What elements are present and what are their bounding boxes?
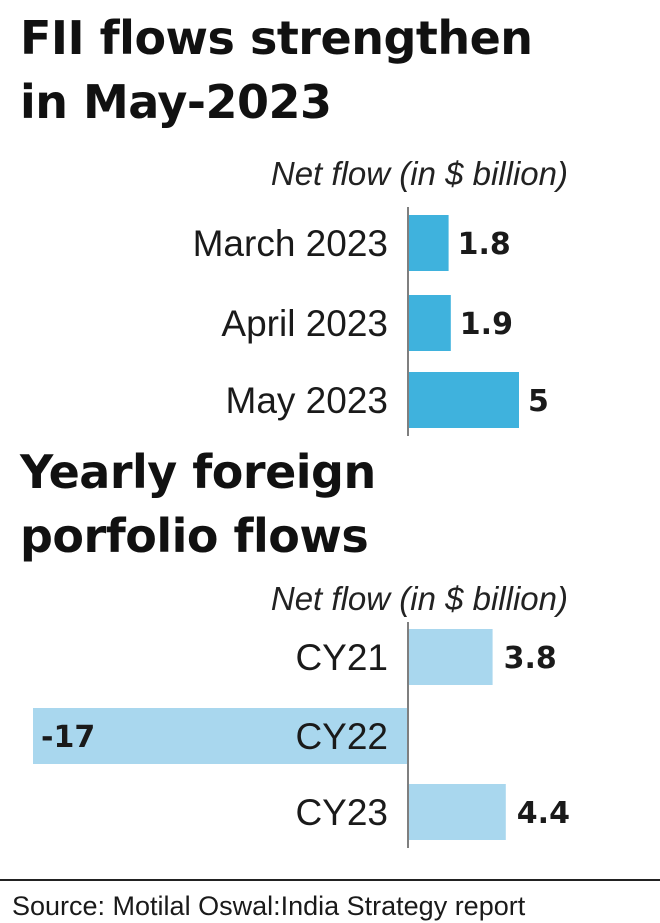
chart1-bar bbox=[409, 215, 449, 271]
chart1-category-label: April 2023 bbox=[221, 303, 388, 344]
chart2-category-label: CY23 bbox=[295, 792, 388, 833]
chart2-plot: CY21 3.8 CY22 -17 CY23 4.4 bbox=[33, 622, 570, 848]
chart2-subtitle: Net flow (in $ billion) bbox=[271, 580, 568, 617]
chart1-title-line1: FII flows strengthen bbox=[20, 11, 533, 65]
chart2-bar bbox=[409, 784, 506, 840]
chart2-value-label: 4.4 bbox=[517, 796, 570, 831]
source-text: Source: Motilal Oswal:India Strategy rep… bbox=[12, 891, 526, 921]
chart1-category-label: March 2023 bbox=[193, 223, 388, 264]
chart2-title-line2: porfolio flows bbox=[20, 509, 368, 563]
chart2-category-label: CY21 bbox=[295, 637, 388, 678]
chart1-value-label: 5 bbox=[528, 384, 549, 419]
chart1-title-line2: in May-2023 bbox=[20, 75, 332, 129]
chart2-bar bbox=[33, 708, 407, 764]
chart1-bar bbox=[409, 372, 519, 428]
chart1-value-label: 1.8 bbox=[458, 227, 511, 262]
chart1-plot: March 2023 1.8 April 2023 1.9 May 2023 5 bbox=[193, 207, 549, 436]
chart2-value-label: 3.8 bbox=[504, 641, 557, 676]
chart1-value-label: 1.9 bbox=[460, 307, 513, 342]
chart2-category-label: CY22 bbox=[295, 716, 388, 757]
chart2-title-line1: Yearly foreign bbox=[19, 445, 376, 499]
chart2-bar bbox=[409, 629, 493, 685]
chart1-subtitle: Net flow (in $ billion) bbox=[271, 155, 568, 192]
chart2-value-label: -17 bbox=[41, 720, 95, 755]
chart1-bar bbox=[409, 295, 451, 351]
chart1-category-label: May 2023 bbox=[226, 380, 389, 421]
